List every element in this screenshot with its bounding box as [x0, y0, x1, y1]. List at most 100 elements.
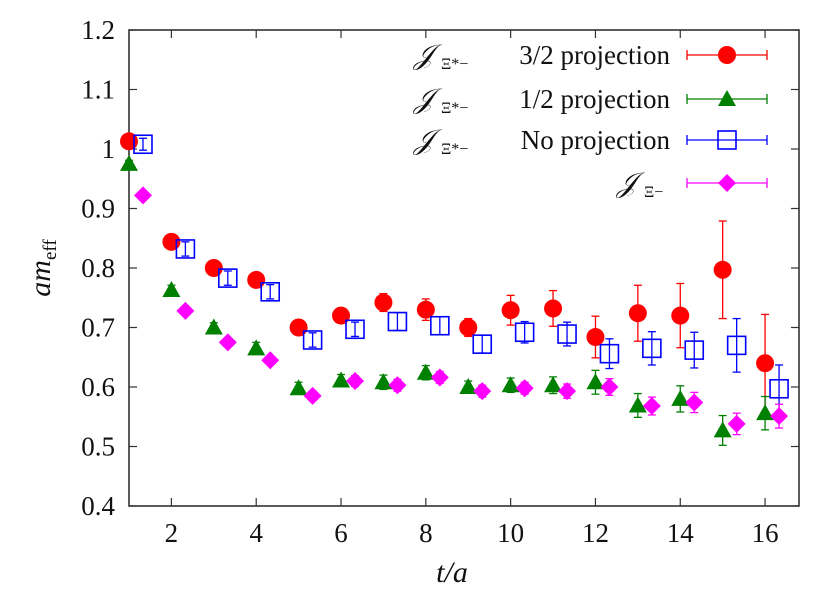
data-point	[770, 403, 789, 429]
y-axis-ticks: 0.4 0.5 0.6 0.7 0.8 0.9 1 1.1 1.2	[81, 15, 799, 521]
data-point	[628, 392, 647, 418]
y-axis-label-sub: eff	[40, 239, 61, 260]
series-2	[133, 134, 789, 414]
legend-subscript: Ξ*−	[441, 100, 468, 117]
open-square-marker	[345, 319, 365, 340]
x-tick-label: 2	[165, 518, 179, 548]
triangle-marker	[459, 378, 478, 394]
legend-subscript: Ξ*−	[441, 56, 468, 73]
triangle-marker	[374, 373, 393, 390]
triangle-marker	[289, 379, 308, 396]
open-square-marker	[302, 330, 323, 350]
y-tick-label: 0.6	[81, 372, 115, 402]
data-point	[472, 334, 493, 354]
legend-symbol: 𝒥	[412, 38, 443, 71]
data-point	[176, 301, 195, 320]
data-point	[374, 373, 393, 391]
data-point	[133, 186, 152, 205]
open-square-marker	[599, 343, 620, 364]
data-point	[515, 379, 534, 398]
data-point	[218, 333, 237, 352]
circle-marker	[459, 318, 478, 337]
diamond-marker	[685, 393, 704, 412]
data-point	[642, 331, 662, 366]
data-point	[628, 284, 647, 342]
circle-marker	[671, 306, 690, 325]
data-point	[247, 270, 266, 289]
x-axis-ticks: 2 4 6 8 10 12 14 16	[165, 30, 779, 548]
data-point	[685, 391, 704, 414]
y-axis-label: ameff	[24, 239, 61, 297]
data-point	[726, 317, 747, 373]
triangle-marker	[162, 281, 181, 298]
data-point	[346, 372, 365, 391]
data-point	[671, 282, 690, 349]
legend-label: 1/2 projection	[519, 84, 670, 114]
series-3	[133, 186, 789, 436]
legend-symbol: 𝒥	[412, 123, 443, 156]
data-point	[218, 268, 238, 288]
diamond-marker	[642, 397, 661, 416]
data-point	[388, 376, 407, 395]
triangle-marker	[713, 421, 732, 438]
x-tick-label: 8	[419, 518, 433, 548]
circle-marker	[501, 301, 520, 320]
x-axis-label: t/a	[436, 556, 468, 589]
open-square-marker	[387, 311, 408, 332]
legend-subscript: Ξ*−	[441, 141, 468, 158]
triangle-marker	[544, 376, 563, 393]
data-point	[600, 378, 619, 396]
data-point	[642, 396, 661, 416]
x-tick-label: 16	[752, 518, 779, 548]
diamond-marker	[515, 379, 534, 398]
data-point	[430, 368, 449, 387]
data-point	[162, 281, 181, 298]
diamond-marker	[218, 333, 237, 352]
open-square-marker	[726, 335, 747, 356]
legend-item: 1/2 projection 𝒥 Ξ*−	[412, 82, 768, 117]
data-point	[387, 311, 408, 332]
y-tick-label: 0.9	[81, 194, 115, 224]
data-point	[514, 320, 535, 344]
y-tick-label: 0.5	[81, 432, 115, 462]
data-point	[332, 371, 351, 388]
circle-marker	[713, 260, 732, 279]
triangle-marker	[501, 376, 520, 393]
diamond-marker	[430, 368, 449, 387]
triangle-marker	[756, 404, 775, 421]
legend-item: 3/2 projection 𝒥 Ξ*−	[412, 38, 768, 73]
x-tick-label: 6	[334, 518, 348, 548]
data-point	[671, 385, 690, 413]
diamond-marker	[261, 351, 280, 370]
triangle-marker	[586, 373, 605, 390]
legend-symbol: 𝒥	[412, 82, 443, 115]
data-point	[204, 318, 223, 335]
data-point	[162, 232, 181, 251]
svg-text:ameff: ameff	[24, 239, 61, 297]
circle-marker	[162, 232, 181, 251]
triangle-marker	[718, 90, 736, 106]
data-point	[247, 339, 266, 356]
data-point	[289, 379, 308, 396]
data-point	[459, 317, 478, 338]
data-point	[727, 412, 746, 436]
data-point	[133, 134, 153, 155]
open-square-marker	[218, 268, 238, 288]
y-tick-label: 1.1	[81, 75, 115, 105]
y-tick-label: 0.8	[81, 253, 115, 283]
x-tick-label: 12	[582, 518, 609, 548]
x-tick-label: 14	[667, 518, 695, 548]
data-point	[586, 315, 605, 359]
data-point	[501, 294, 520, 326]
data-point	[684, 331, 705, 369]
series-0	[120, 132, 775, 413]
open-square-marker	[472, 334, 493, 354]
diamond-marker	[600, 378, 619, 396]
y-axis-label-main: am	[24, 260, 57, 297]
diamond-marker	[303, 386, 322, 405]
y-tick-label: 1.2	[81, 15, 115, 45]
diamond-marker	[718, 174, 736, 192]
legend-label: 3/2 projection	[519, 40, 670, 70]
